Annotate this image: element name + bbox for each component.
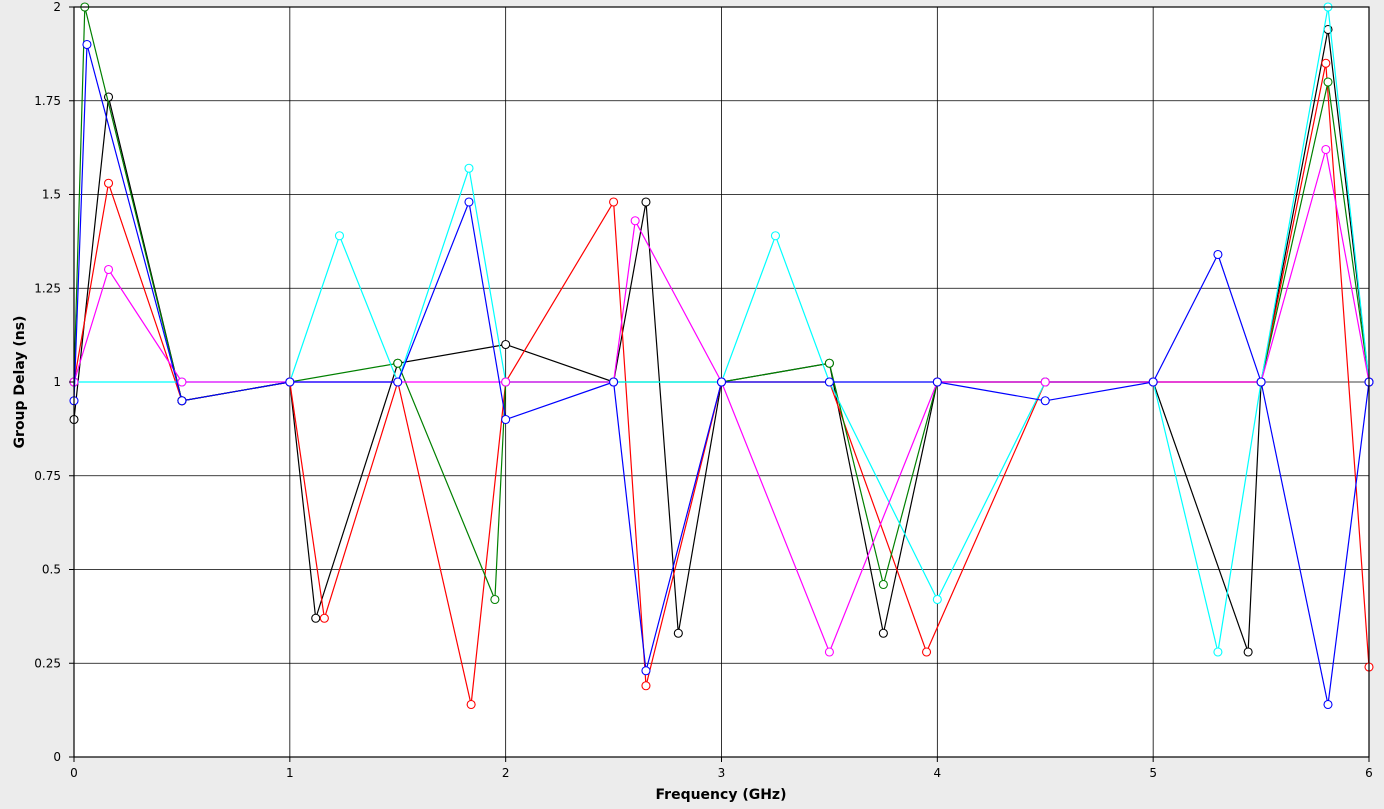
x-tick-labels: 0 1 2 3 4 5 6 xyxy=(70,766,1373,780)
y-tick-label: 1.75 xyxy=(34,94,61,108)
data-point xyxy=(501,414,511,425)
data-point xyxy=(641,681,651,691)
data-point xyxy=(824,358,834,368)
data-point xyxy=(177,377,187,387)
data-point xyxy=(103,264,114,275)
data-point xyxy=(311,613,321,623)
y-tick-label: 1.5 xyxy=(42,188,61,202)
series-line xyxy=(73,44,1370,705)
data-point xyxy=(466,699,476,710)
y-axis-title: Group Delay (ns) xyxy=(12,316,28,449)
y-tick-label: 2 xyxy=(53,0,61,14)
data-point xyxy=(878,628,888,638)
x-tick-label: 0 xyxy=(70,766,78,780)
data-point xyxy=(319,613,329,623)
data-point xyxy=(1213,647,1223,657)
data-point xyxy=(464,163,474,173)
data-point xyxy=(285,377,295,387)
x-tick-label: 1 xyxy=(286,766,294,780)
data-point xyxy=(82,39,92,50)
y-tick-label: 0.5 xyxy=(42,563,61,577)
series-line xyxy=(73,29,1370,653)
data-point xyxy=(932,377,942,387)
data-point xyxy=(393,377,403,387)
data-point xyxy=(464,197,474,207)
data-point xyxy=(1243,647,1253,657)
x-tick-label: 4 xyxy=(934,766,942,780)
data-point xyxy=(103,178,114,188)
data-point xyxy=(716,377,727,387)
y-tick-label: 0.75 xyxy=(34,469,61,483)
y-tick-labels: 0 0.25 0.5 0.75 1 1.25 1.5 1.75 2 xyxy=(34,0,61,764)
data-point xyxy=(334,231,345,241)
plot-frame xyxy=(69,6,1370,762)
data-point xyxy=(501,377,511,387)
y-tick-label: 1.25 xyxy=(34,281,61,295)
data-point xyxy=(1321,58,1331,68)
data-point xyxy=(609,197,619,207)
y-tick-label: 0 xyxy=(53,750,61,764)
data-point xyxy=(878,579,888,590)
data-point xyxy=(177,396,187,406)
data-point xyxy=(501,339,511,350)
data-point xyxy=(1040,377,1050,387)
data-point xyxy=(1256,377,1266,387)
data-point xyxy=(921,647,932,657)
data-point xyxy=(932,594,942,605)
plot-border xyxy=(73,6,1370,758)
x-tick-label: 5 xyxy=(1149,766,1157,780)
data-point xyxy=(641,197,651,207)
data-point xyxy=(1321,144,1331,155)
data-point xyxy=(1323,699,1333,710)
data-point xyxy=(824,377,834,387)
data-point xyxy=(1040,396,1050,406)
data-point xyxy=(673,628,683,638)
data-point xyxy=(641,666,651,676)
data-point xyxy=(490,594,500,605)
series-line xyxy=(74,6,1370,653)
data-point xyxy=(609,377,619,387)
data-point xyxy=(770,231,781,241)
y-tick-label: 0.25 xyxy=(34,656,61,670)
data-point xyxy=(393,358,403,368)
data-point xyxy=(630,216,640,226)
x-tick-label: 2 xyxy=(502,766,510,780)
x-tick-label: 3 xyxy=(718,766,726,780)
series-5 xyxy=(69,39,1374,710)
data-point xyxy=(1148,377,1158,387)
data-point xyxy=(824,647,834,657)
data-point xyxy=(1213,249,1223,260)
x-axis-title: Frequency (GHz) xyxy=(656,787,787,803)
data-point xyxy=(1323,77,1333,87)
y-tick-label: 1 xyxy=(53,375,61,389)
series-line xyxy=(73,149,1370,654)
x-tick-label: 6 xyxy=(1365,766,1373,780)
